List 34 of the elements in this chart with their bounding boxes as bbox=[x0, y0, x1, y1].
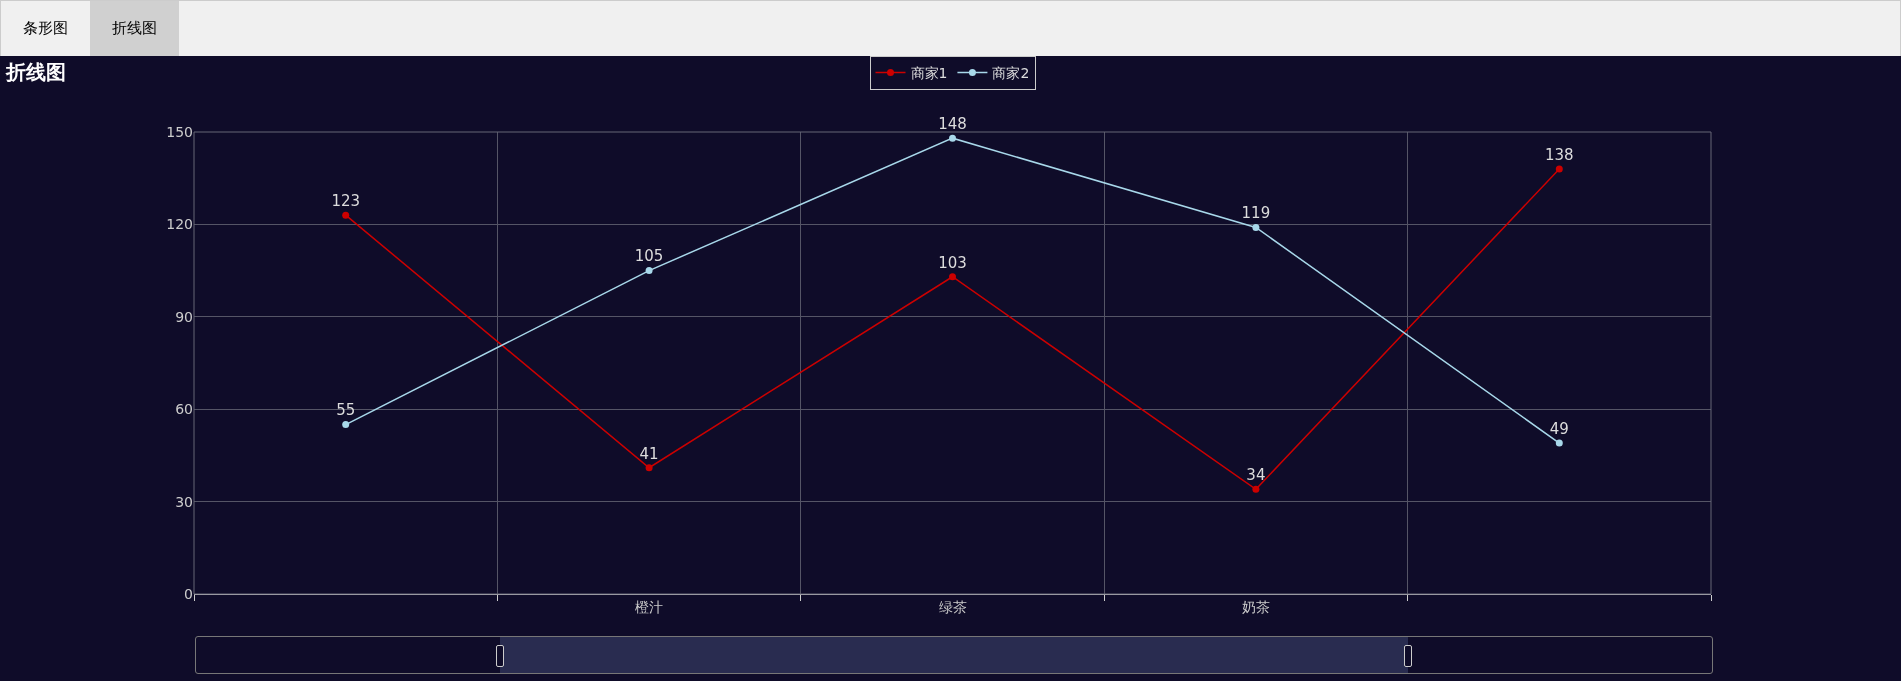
y-tick-label: 30 bbox=[175, 493, 193, 510]
point bbox=[342, 211, 350, 219]
text: 条形图 bbox=[22, 18, 69, 39]
point bbox=[1555, 165, 1563, 173]
data-label: 41 bbox=[639, 444, 659, 463]
data-label: 34 bbox=[1246, 466, 1266, 485]
y-tick-label: 0 bbox=[184, 585, 193, 602]
data-label: 119 bbox=[1241, 204, 1271, 223]
point bbox=[1555, 439, 1563, 447]
legend-label: 商家2 bbox=[992, 65, 1030, 82]
data-label: 105 bbox=[634, 247, 664, 266]
x-tick-label: 橙汁 bbox=[635, 598, 664, 615]
text: 折线图 bbox=[90, 1, 179, 56]
point bbox=[645, 464, 653, 472]
point bbox=[342, 421, 350, 429]
data-label: 123 bbox=[331, 192, 361, 211]
point bbox=[949, 273, 956, 281]
x-tick-label: 奶茶 bbox=[1241, 598, 1270, 615]
x-tick-label: 绿茶 bbox=[938, 598, 967, 615]
y-tick-label: 120 bbox=[166, 216, 193, 233]
data-label: 103 bbox=[938, 253, 967, 272]
data-label: 138 bbox=[1544, 145, 1574, 164]
y-tick-label: 90 bbox=[175, 308, 193, 325]
legend-label: 商家1 bbox=[910, 65, 948, 82]
data-label: 148 bbox=[938, 115, 967, 134]
point bbox=[949, 134, 956, 142]
point bbox=[645, 267, 653, 275]
data-label: 49 bbox=[1549, 419, 1569, 438]
point bbox=[1252, 223, 1260, 231]
point bbox=[1252, 485, 1260, 493]
chart-title: 折线图 bbox=[4, 60, 66, 85]
y-tick-label: 60 bbox=[175, 401, 193, 418]
y-tick-label: 150 bbox=[166, 123, 193, 140]
data-label: 55 bbox=[336, 401, 356, 420]
